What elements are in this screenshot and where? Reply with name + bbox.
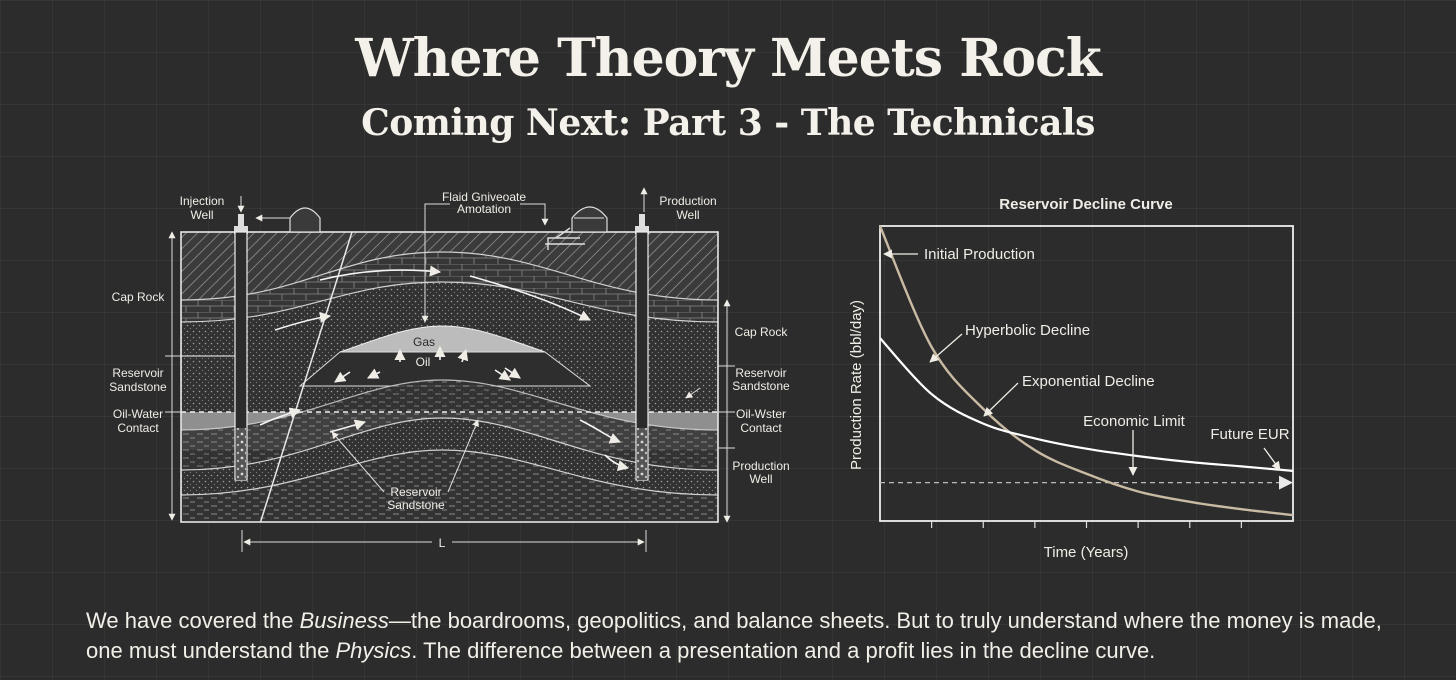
page-title: Where Theory Meets Rock — [355, 28, 1102, 89]
label-owc-left-1: Oil-Water — [113, 407, 163, 421]
label-reservoir-right-2: Sandstone — [732, 379, 790, 393]
reservoir-cross-section: L Injection Well Production Well Flaid G… — [109, 187, 790, 552]
body-text-physics: Physics — [335, 638, 412, 663]
label-reservoir-bottom-2: Sandstone — [387, 498, 445, 512]
series-line-exponential — [878, 225, 1294, 517]
label-oil: Oil — [416, 355, 431, 369]
label-injection-well-2: Well — [190, 208, 213, 222]
annotation-economic-limit: Economic Limit — [1083, 413, 1186, 430]
body-text-part-3: . The difference between a presentation … — [411, 638, 1156, 663]
chart-annotation-arrows — [883, 249, 1281, 476]
surface-tank-left — [289, 207, 321, 233]
label-reservoir-left-2: Sandstone — [109, 380, 167, 394]
fault-line — [259, 232, 353, 522]
length-label-bg — [432, 534, 452, 550]
chart-x-axis-label: Time (Years) — [1044, 544, 1129, 561]
label-production-right-1: Production — [732, 459, 789, 473]
production-well — [635, 214, 649, 481]
body-text-part-2: —the boardrooms, geopolitics, and balanc… — [86, 608, 1382, 663]
base-layer — [181, 449, 718, 522]
label-reservoir-right-1: Reservoir — [735, 366, 786, 380]
body-text-part-1: We have covered the — [86, 608, 300, 633]
label-cap-rock-right: Cap Rock — [735, 325, 789, 339]
surface-tank-right — [571, 206, 608, 233]
callout-lines — [237, 187, 701, 493]
label-annotation-1: Flaid Gniveoate — [442, 190, 526, 204]
label-reservoir-left-1: Reservoir — [112, 366, 163, 380]
chart-title: Reservoir Decline Curve — [999, 196, 1172, 213]
label-reservoir-bottom-1: Reservoir — [390, 485, 441, 499]
right-dimension-marks — [718, 299, 735, 523]
label-owc-right-2: Contact — [740, 421, 782, 435]
cross-section-frame — [180, 231, 719, 523]
annotation-future-eur: Future EUR — [1210, 426, 1289, 443]
pumpjack-icon — [545, 227, 585, 250]
label-production-well-1: Production — [659, 194, 716, 208]
annotation-initial-production: Initial Production — [924, 246, 1035, 263]
left-dimension-marks — [165, 231, 181, 521]
body-text-business: Business — [299, 608, 389, 633]
gas-zone — [339, 325, 546, 353]
intro-paragraph: We have covered the Business—the boardro… — [86, 606, 1406, 666]
chart-x-ticks — [931, 521, 1242, 528]
annotation-hyperbolic: Hyperbolic Decline — [965, 322, 1090, 339]
label-production-well-2: Well — [676, 208, 699, 222]
label-cap-rock-left: Cap Rock — [112, 290, 166, 304]
label-production-right-2: Well — [749, 472, 772, 486]
flow-arrows — [259, 265, 630, 471]
label-gas: Gas — [413, 335, 435, 349]
chart-y-axis-label: Production Rate (bbl/day) — [848, 300, 865, 470]
injection-well — [234, 214, 248, 481]
label-owc-right-1: Oil-Wster — [736, 407, 786, 421]
length-label: L — [439, 536, 446, 550]
series-line-hyperbolic — [879, 337, 1294, 472]
decline-curve-chart: Reservoir Decline Curve Time (Years) Pro… — [848, 196, 1294, 561]
page-subtitle: Coming Next: Part 3 - The Technicals — [361, 102, 1095, 144]
label-owc-left-2: Contact — [117, 421, 159, 435]
label-annotation-2: Amotation — [457, 202, 511, 216]
economic-limit-arrowhead — [1279, 475, 1293, 490]
annotation-exponential: Exponential Decline — [1022, 373, 1155, 390]
label-injection-well-1: Injection — [180, 194, 225, 208]
